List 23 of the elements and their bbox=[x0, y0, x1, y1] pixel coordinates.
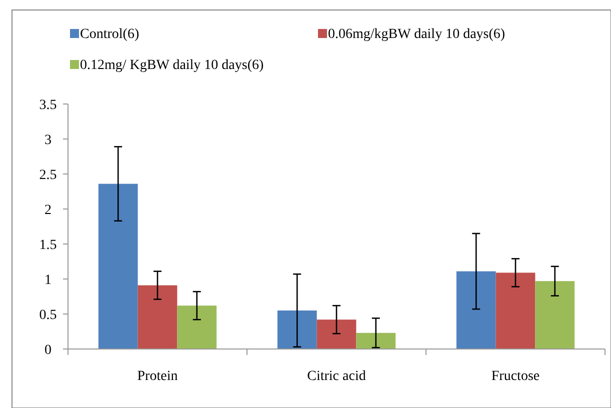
legend-label: 0.12mg/ KgBW daily 10 days(6) bbox=[80, 58, 264, 73]
bar bbox=[496, 272, 536, 349]
bar bbox=[356, 332, 396, 349]
x-tick-label: Citric acid bbox=[307, 369, 366, 384]
legend-label: 0.06mg/kgBW daily 10 days(6) bbox=[328, 27, 506, 42]
y-tick-label: 0.5 bbox=[39, 308, 57, 323]
bar bbox=[138, 285, 178, 349]
y-tick-label: 2 bbox=[44, 203, 52, 218]
y-tick-label: 2.5 bbox=[39, 168, 57, 183]
y-tick-label: 3.5 bbox=[39, 98, 57, 113]
y-tick-label: 3 bbox=[44, 133, 52, 148]
bar bbox=[98, 184, 138, 349]
x-tick-label: Fructose bbox=[491, 369, 540, 384]
bar bbox=[316, 320, 356, 349]
y-tick-label: 1 bbox=[44, 273, 52, 288]
bar bbox=[277, 310, 317, 349]
x-tick-label: Protein bbox=[137, 369, 178, 384]
bar bbox=[456, 271, 496, 349]
y-tick-label: 0 bbox=[44, 343, 52, 358]
bar bbox=[177, 306, 217, 349]
y-tick-label: 1.5 bbox=[39, 238, 57, 253]
legend-label: Control(6) bbox=[80, 27, 140, 42]
bar bbox=[535, 281, 575, 349]
